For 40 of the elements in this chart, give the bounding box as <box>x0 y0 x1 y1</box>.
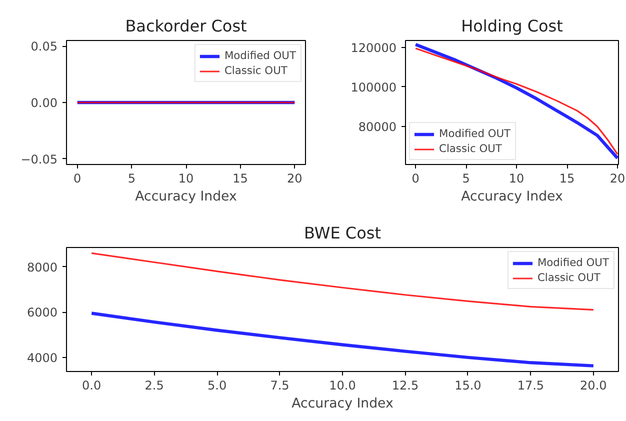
y-tick-label: 4000 <box>26 350 58 365</box>
chart-title: BWE Cost <box>304 224 382 242</box>
x-tick-label: 20 <box>287 172 302 186</box>
x-tick-label: 10.0 <box>329 378 356 392</box>
x-tick-label: 15 <box>232 172 248 186</box>
legend-label: Classic OUT <box>439 142 502 155</box>
legend-label: Classic OUT <box>224 64 288 77</box>
x-axis-title: Accuracy Index <box>292 396 394 412</box>
x-tick-label: 2.5 <box>144 378 164 392</box>
chart-title: Holding Cost <box>461 16 563 36</box>
x-tick-label: 17.5 <box>517 378 544 392</box>
legend-label: Modified OUT <box>224 49 296 62</box>
x-tick-label: 20 <box>610 172 626 186</box>
y-tick-label: 80000 <box>358 120 397 134</box>
x-tick-label: 10 <box>178 172 194 186</box>
x-axis-title: Accuracy Index <box>461 190 563 204</box>
y-tick-label: 6000 <box>26 306 58 320</box>
legend-label: Modified OUT <box>439 127 511 140</box>
x-tick-label: 15 <box>559 172 575 186</box>
x-tick-label: 0 <box>412 172 420 186</box>
y-tick-label: 0.05 <box>30 40 58 54</box>
x-tick-label: 10 <box>508 172 524 186</box>
x-tick-label: 0 <box>74 172 82 186</box>
y-tick-label: −0.05 <box>20 152 58 166</box>
x-tick-label: 0.0 <box>82 378 102 392</box>
x-tick-label: 15.0 <box>454 378 482 392</box>
x-tick-label: 5.0 <box>208 378 227 392</box>
x-tick-label: 5 <box>462 172 470 186</box>
y-tick-label: 8000 <box>26 260 58 274</box>
x-tick-label: 12.5 <box>392 378 419 392</box>
legend-label: Modified OUT <box>537 256 609 269</box>
y-tick-label: 120000 <box>350 40 397 55</box>
x-tick-label: 5 <box>128 172 136 186</box>
x-axis-title: Accuracy Index <box>135 190 237 204</box>
y-tick-label: 100000 <box>350 80 397 94</box>
chart-title: Backorder Cost <box>125 16 247 36</box>
x-tick-label: 20.0 <box>580 378 607 392</box>
x-tick-label: 7.5 <box>270 378 290 392</box>
legend-label: Classic OUT <box>537 271 600 284</box>
y-tick-label: 0.00 <box>30 96 58 110</box>
